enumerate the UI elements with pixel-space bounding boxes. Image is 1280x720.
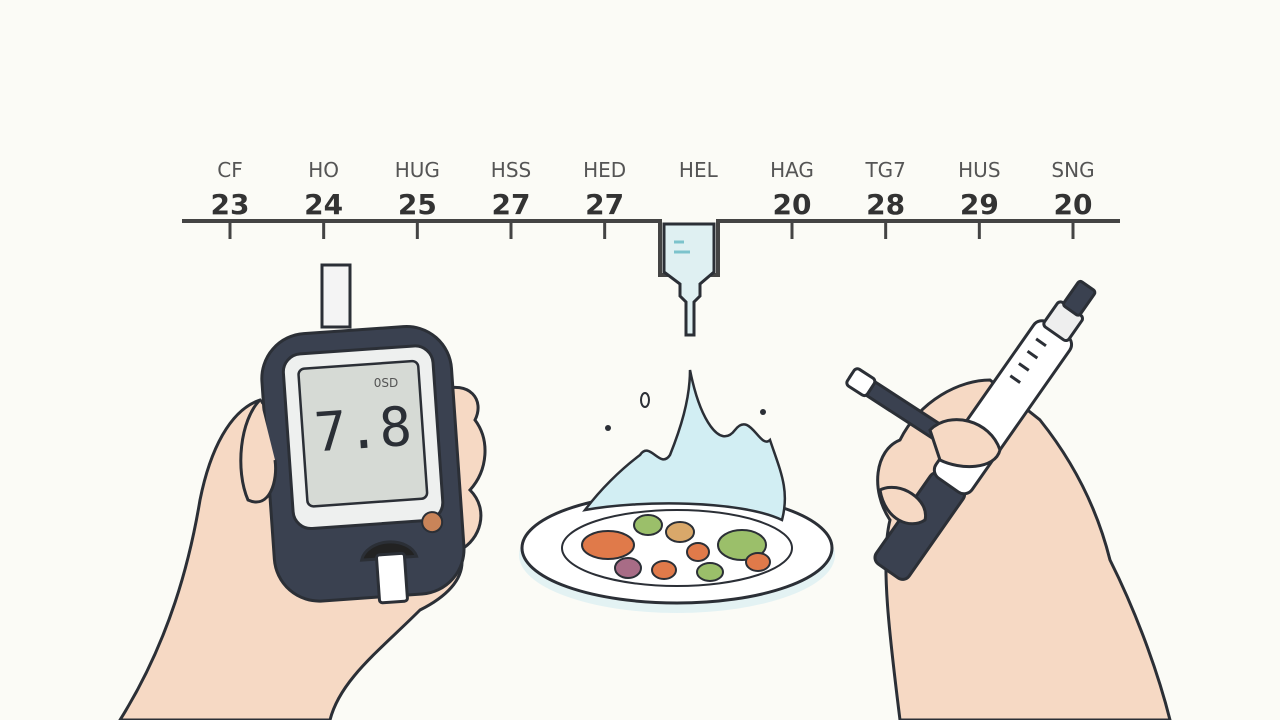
timeline-day: 29 <box>960 188 999 221</box>
timeline-day: 24 <box>304 188 343 221</box>
glucose-meter <box>118 263 487 720</box>
timeline-label: TG7 <box>864 158 905 182</box>
timeline-label: CF <box>217 158 242 182</box>
timeline-label: HAG <box>770 158 814 182</box>
timeline-label: HEL <box>679 158 719 182</box>
timeline-day: 20 <box>773 188 812 221</box>
meter-unit: 0SD <box>374 376 399 390</box>
timeline-label: HSS <box>491 158 531 182</box>
timeline-label: SNG <box>1051 158 1094 182</box>
insulin-pen <box>845 279 1172 720</box>
timeline-day: 27 <box>492 188 531 221</box>
dropper <box>662 222 716 337</box>
timeline-day: 20 <box>1054 188 1093 221</box>
timeline: CF 23 HO 24 HUG 25 HSS 27 HED 27 HEL HAG 20 TG7 28 HUS 2… <box>211 158 1095 239</box>
timeline-day: 23 <box>211 188 250 221</box>
timeline-label: HUS <box>958 158 1000 182</box>
timeline-label: HED <box>583 158 626 182</box>
timeline-day: 27 <box>585 188 624 221</box>
meter-reading: 7.8 <box>312 395 414 465</box>
timeline-label: HO <box>308 158 339 182</box>
timeline-day: 25 <box>398 188 437 221</box>
plate <box>519 369 835 613</box>
timeline-label: HUG <box>395 158 440 182</box>
timeline-day: 28 <box>866 188 905 221</box>
